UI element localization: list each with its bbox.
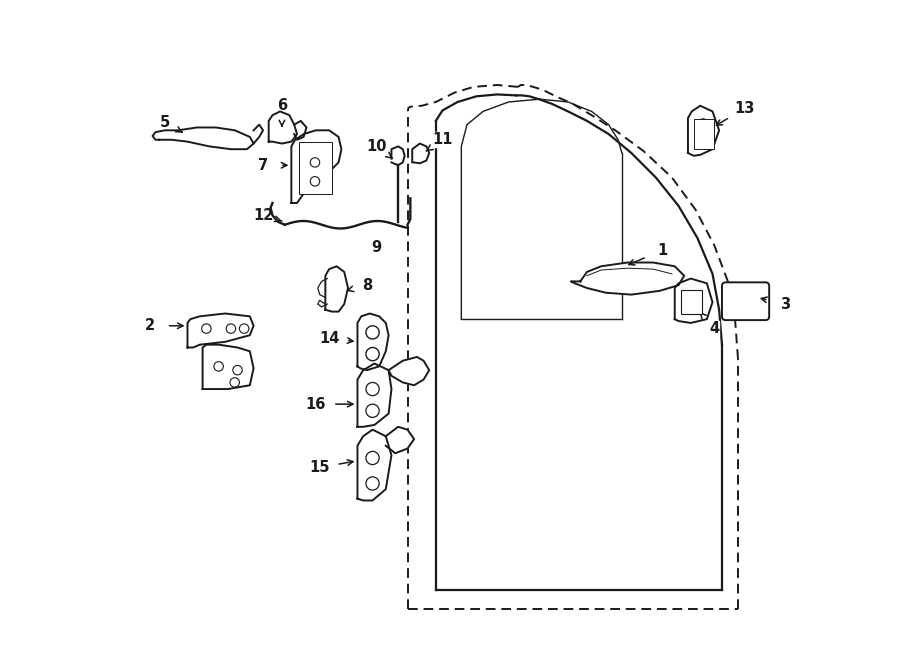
Polygon shape (153, 128, 254, 149)
Text: 4: 4 (709, 321, 719, 336)
Polygon shape (269, 112, 297, 143)
Polygon shape (357, 430, 392, 500)
Text: 6: 6 (277, 98, 287, 113)
Text: 15: 15 (310, 460, 330, 475)
Text: 10: 10 (366, 139, 387, 154)
Polygon shape (412, 143, 429, 163)
Polygon shape (202, 344, 254, 389)
Polygon shape (292, 130, 341, 203)
Text: 7: 7 (258, 158, 268, 173)
Text: 3: 3 (780, 297, 790, 311)
Text: 13: 13 (734, 101, 755, 116)
Polygon shape (357, 364, 392, 427)
Text: 14: 14 (319, 330, 339, 346)
Polygon shape (357, 313, 389, 370)
Polygon shape (571, 262, 684, 295)
Text: 9: 9 (372, 240, 382, 255)
Polygon shape (688, 106, 719, 156)
Text: 12: 12 (253, 208, 274, 223)
Text: 16: 16 (306, 397, 326, 412)
Bar (299, 141, 332, 194)
Bar (681, 290, 702, 313)
Bar (694, 119, 715, 149)
Polygon shape (187, 313, 254, 348)
Text: 2: 2 (145, 319, 155, 333)
Polygon shape (392, 146, 405, 165)
FancyBboxPatch shape (722, 282, 770, 320)
Polygon shape (386, 427, 414, 453)
Text: 11: 11 (432, 132, 453, 147)
Text: 8: 8 (362, 278, 372, 293)
Polygon shape (675, 278, 713, 323)
Text: 5: 5 (159, 115, 170, 130)
Polygon shape (389, 357, 429, 385)
Polygon shape (326, 266, 348, 311)
Text: 1: 1 (657, 243, 668, 258)
